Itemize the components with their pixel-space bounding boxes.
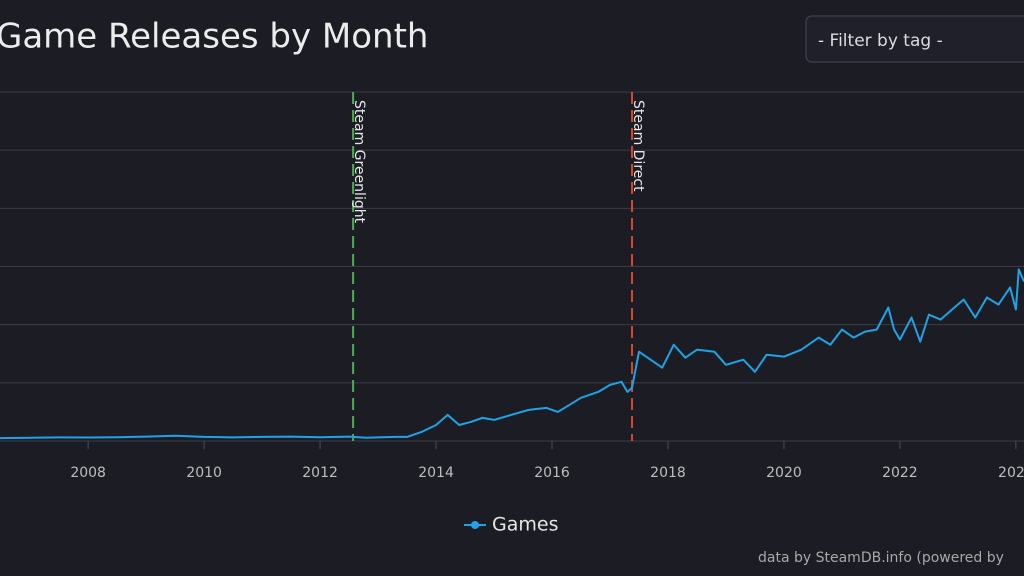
legend-label: Games [492, 514, 558, 536]
chart-title: Game Releases by Month [0, 17, 428, 57]
x-tick-label: 2014 [418, 465, 454, 481]
legend-marker [471, 521, 479, 529]
series-line [0, 268, 1024, 440]
annotation-label: Steam Greenlight [351, 100, 367, 224]
x-tick-label: 2008 [70, 465, 106, 481]
filter-box[interactable] [805, 15, 1024, 63]
x-tick-label: 2022 [882, 465, 918, 481]
filter-label[interactable]: - Filter by tag - [818, 31, 943, 51]
x-tick-label: 2024 [998, 465, 1024, 481]
annotation-label: Steam Direct [630, 100, 646, 192]
x-tick-label: 2018 [650, 465, 686, 481]
source-note: data by SteamDB.info (powered by [758, 550, 1004, 566]
x-tick-label: 2016 [534, 465, 570, 481]
x-tick-label: 2012 [302, 465, 338, 481]
x-tick-label: 2020 [766, 465, 802, 481]
x-tick-label: 2010 [186, 465, 222, 481]
